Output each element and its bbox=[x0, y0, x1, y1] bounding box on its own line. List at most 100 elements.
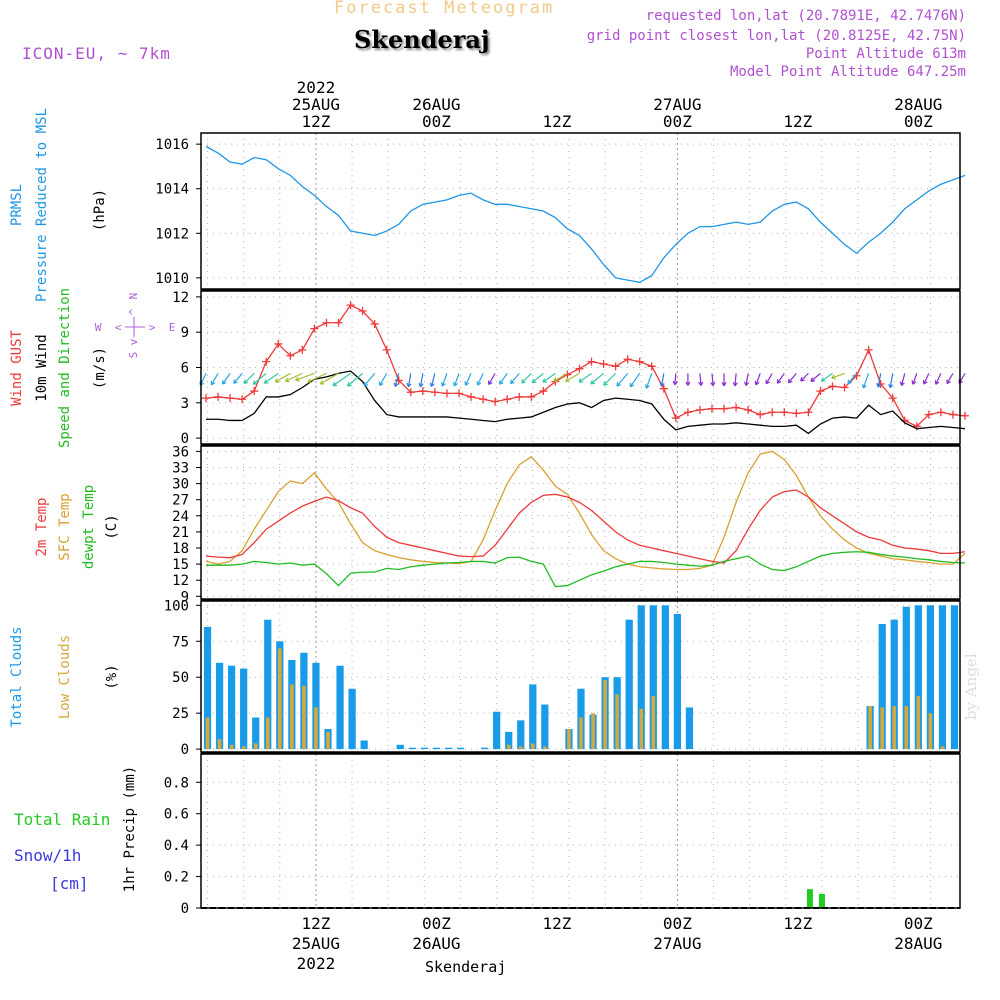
wind-direction-arrowhead bbox=[233, 379, 238, 384]
time-label-bottom: 00Z bbox=[422, 914, 451, 933]
wind-direction-arrowhead bbox=[861, 384, 867, 389]
pressure-subtitle: Pressure Reduced to MSL bbox=[34, 108, 50, 302]
wind-line bbox=[206, 370, 966, 435]
gust-line bbox=[205, 304, 966, 428]
y-tick-label: 1016 bbox=[155, 137, 189, 153]
gust-line-point bbox=[479, 395, 488, 404]
time-label-bottom: 25AUG bbox=[292, 934, 340, 953]
temp-2m-line bbox=[205, 489, 966, 564]
frames-layer bbox=[196, 132, 961, 909]
y-tick-label: 9 bbox=[181, 589, 189, 605]
wind-direction-arrowhead bbox=[888, 383, 894, 389]
low-cloud-bar bbox=[314, 707, 318, 750]
wind-direction-arrowhead bbox=[464, 381, 470, 386]
low-cloud-bar bbox=[868, 705, 872, 750]
wind-direction-arrowhead bbox=[946, 379, 951, 385]
total-cloud-bar bbox=[312, 662, 320, 750]
wind-direction-arrowhead bbox=[295, 376, 300, 382]
wind-direction-arrowhead bbox=[263, 379, 269, 384]
gust-line-point bbox=[611, 362, 620, 371]
wind-direction-arrow bbox=[274, 372, 291, 383]
wind-direction-arrow bbox=[699, 373, 702, 386]
wind-direction-arrowhead bbox=[252, 380, 258, 385]
wind-direction-arrow bbox=[320, 372, 339, 385]
low-cloud-bar bbox=[579, 717, 583, 750]
time-label-bottom: 26AUG bbox=[412, 934, 460, 953]
y-tick-label: 50 bbox=[172, 670, 189, 686]
y-tick-label: 12 bbox=[172, 573, 189, 589]
wind-direction-arrowhead bbox=[521, 378, 526, 384]
wind-direction-arrow bbox=[510, 372, 520, 385]
wind-direction-arrow bbox=[210, 373, 219, 386]
wind-direction-arrowhead bbox=[721, 382, 727, 387]
wind-direction-arrowhead bbox=[810, 377, 815, 382]
wind-direction-arrow bbox=[889, 373, 894, 388]
grid-point-coordinates: grid point closest lon,lat (20.8125E, 42… bbox=[586, 28, 966, 44]
compass-west: W bbox=[95, 321, 102, 334]
wind-direction-arrow bbox=[629, 373, 641, 388]
wind-direction-arrowhead bbox=[876, 383, 882, 388]
time-label-top: 12Z bbox=[301, 112, 330, 131]
location-title: Skenderaj bbox=[354, 25, 490, 54]
time-label-bottom: 2022 bbox=[297, 954, 336, 973]
wind-direction-arrowhead bbox=[732, 382, 738, 387]
gust-line-point bbox=[659, 384, 668, 393]
y-tick-label: 0 bbox=[181, 742, 189, 758]
total-cloud-bar bbox=[625, 619, 633, 750]
gust-line-point bbox=[792, 409, 801, 418]
wind-direction-arrow bbox=[419, 373, 424, 387]
compass-south-glyph: v bbox=[127, 338, 140, 345]
y-tick-label: 36 bbox=[172, 444, 189, 460]
time-label-top: 25AUG bbox=[292, 95, 340, 114]
y-tick-label: 0 bbox=[181, 431, 189, 447]
wind-direction-arrowhead bbox=[629, 382, 635, 388]
gust-line-point bbox=[262, 357, 271, 366]
direction-title: Speed and Direction bbox=[57, 288, 73, 448]
low-cloud-bar bbox=[326, 731, 330, 750]
sfc-temp-line bbox=[205, 450, 966, 571]
low-cloud-bar bbox=[904, 705, 909, 750]
wind-direction-arrowhead bbox=[710, 381, 716, 387]
wind-direction-arrow bbox=[488, 373, 496, 385]
gust-line-point bbox=[720, 404, 729, 413]
wind-direction-arrowhead bbox=[847, 379, 852, 385]
wind-direction-arrow bbox=[565, 372, 580, 382]
wind-direction-arrowhead bbox=[418, 382, 424, 388]
wind-direction-arrowhead bbox=[243, 379, 249, 385]
low-cloud-bar bbox=[506, 744, 511, 750]
wind-direction-arrow bbox=[912, 373, 918, 385]
low-cloud-bar bbox=[278, 648, 282, 750]
y-tick-label: 6 bbox=[181, 361, 189, 377]
gust-line-point bbox=[695, 405, 704, 414]
wind-direction-arrow bbox=[645, 373, 653, 389]
gust-line-point bbox=[298, 345, 307, 354]
total-cloud-bar bbox=[661, 605, 669, 750]
compass-north-glyph: ^ bbox=[127, 308, 140, 315]
y-tick-label: 12 bbox=[172, 290, 189, 306]
total-cloud-bar bbox=[215, 662, 224, 750]
gust-line-point bbox=[250, 387, 259, 396]
low-cloud-bar bbox=[615, 694, 619, 750]
wind-direction-arrowhead bbox=[787, 378, 793, 384]
rain-bar bbox=[806, 889, 813, 908]
wind-direction-arrowhead bbox=[476, 381, 482, 386]
wind-direction-arrowhead bbox=[603, 381, 608, 386]
wind-direction-arrow bbox=[332, 372, 351, 387]
gust-line-point bbox=[515, 392, 524, 401]
wind-direction-arrow bbox=[285, 372, 303, 382]
wind-direction-arrow bbox=[233, 372, 243, 384]
gust-line-point bbox=[358, 307, 367, 316]
wind-direction-arrowhead bbox=[698, 381, 704, 386]
time-label-bottom: 12Z bbox=[542, 914, 571, 933]
gust-line-point bbox=[804, 408, 813, 417]
total-cloud-bar bbox=[902, 606, 910, 750]
y-tick-label: 27 bbox=[172, 493, 189, 509]
gust-line-point bbox=[647, 362, 656, 371]
y-tick-label: 30 bbox=[172, 477, 189, 493]
y-tick-label: 0.8 bbox=[164, 775, 189, 791]
gust-line-point bbox=[708, 404, 716, 413]
wind-direction-arrowhead bbox=[800, 376, 805, 382]
gust-line-point bbox=[635, 357, 644, 366]
time-label-bottom: 12Z bbox=[783, 914, 812, 933]
wind-direction-arrow bbox=[765, 373, 773, 385]
